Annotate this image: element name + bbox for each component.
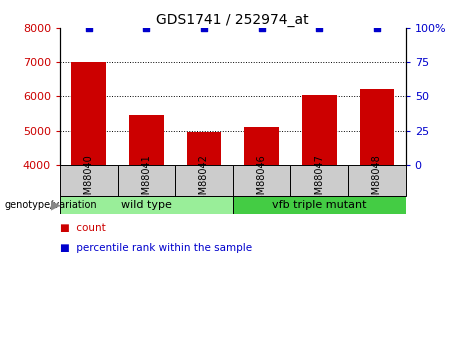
- Bar: [233, 196, 406, 214]
- Text: GSM88040: GSM88040: [84, 154, 94, 207]
- Text: GSM88042: GSM88042: [199, 154, 209, 207]
- Text: GSM88046: GSM88046: [257, 154, 266, 207]
- Text: GSM88047: GSM88047: [314, 154, 324, 207]
- Bar: [118, 165, 175, 196]
- Point: [258, 25, 266, 30]
- Bar: [60, 196, 233, 214]
- Text: GSM88048: GSM88048: [372, 154, 382, 207]
- Point: [373, 25, 381, 30]
- Bar: [187, 132, 221, 165]
- Bar: [175, 165, 233, 196]
- Bar: [244, 127, 279, 165]
- Text: vfb triple mutant: vfb triple mutant: [272, 200, 366, 210]
- Bar: [233, 165, 290, 196]
- Point: [315, 25, 323, 30]
- Bar: [71, 62, 106, 165]
- Bar: [360, 89, 394, 165]
- Title: GDS1741 / 252974_at: GDS1741 / 252974_at: [156, 12, 309, 27]
- Point: [85, 25, 92, 30]
- Bar: [348, 165, 406, 196]
- Bar: [60, 165, 118, 196]
- Bar: [290, 165, 348, 196]
- Text: GSM88041: GSM88041: [142, 154, 151, 207]
- Bar: [302, 95, 337, 165]
- Point: [200, 25, 207, 30]
- Bar: [129, 115, 164, 165]
- Text: ■  count: ■ count: [60, 223, 106, 233]
- Text: wild type: wild type: [121, 200, 172, 210]
- Text: genotype/variation: genotype/variation: [5, 200, 97, 210]
- Text: ■  percentile rank within the sample: ■ percentile rank within the sample: [60, 244, 252, 253]
- Text: ▶: ▶: [51, 198, 60, 211]
- Point: [142, 25, 150, 30]
